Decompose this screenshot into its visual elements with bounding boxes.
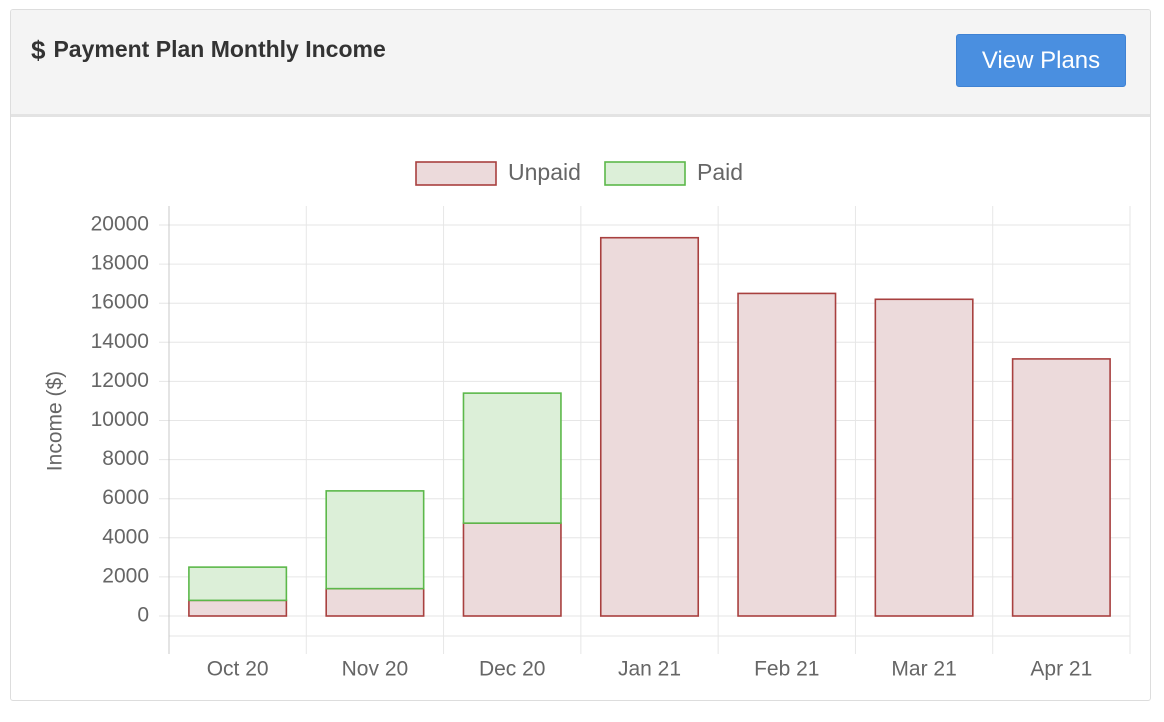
- bar-unpaid[interactable]: [599, 236, 700, 617]
- y-tick-label: 4000: [102, 525, 149, 548]
- view-plans-button[interactable]: View Plans: [956, 34, 1126, 87]
- dollar-icon: $: [31, 34, 46, 65]
- bar-unpaid[interactable]: [1011, 358, 1111, 617]
- bar-unpaid[interactable]: [325, 587, 425, 617]
- y-tick-label: 6000: [102, 486, 149, 509]
- legend: Unpaid Paid: [415, 159, 743, 186]
- x-tick-label: Dec 20: [479, 658, 546, 681]
- bar-unpaid[interactable]: [874, 298, 974, 617]
- y-tick-label: 18000: [91, 252, 149, 275]
- y-tick-label: 12000: [91, 369, 149, 392]
- x-tick-label: Jan 21: [618, 658, 681, 681]
- y-tick-label: 20000: [91, 213, 149, 236]
- y-tick-label: 16000: [91, 291, 149, 314]
- legend-label-paid[interactable]: Paid: [697, 159, 743, 185]
- bars: [188, 236, 1111, 617]
- x-tick-label: Nov 20: [342, 658, 409, 681]
- y-tick-label: 14000: [91, 330, 149, 353]
- legend-swatch-paid[interactable]: [604, 161, 686, 186]
- legend-label-unpaid[interactable]: Unpaid: [508, 159, 581, 185]
- bar-unpaid[interactable]: [462, 522, 562, 617]
- y-tick-label: 0: [137, 604, 149, 627]
- bar-unpaid[interactable]: [188, 599, 288, 617]
- y-tick-label: 8000: [102, 447, 149, 470]
- legend-swatch-unpaid[interactable]: [415, 161, 497, 186]
- axes: 0 2000 4000 6000 8000 10000 12000 14000 16000 180…: [91, 213, 1093, 681]
- x-tick-label: Feb 21: [754, 658, 819, 681]
- panel-title: $ Payment Plan Monthly Income: [31, 36, 386, 63]
- bar-paid[interactable]: [462, 392, 562, 524]
- bar-paid[interactable]: [325, 490, 425, 590]
- bar-paid[interactable]: [188, 566, 288, 602]
- x-tick-label: Mar 21: [891, 658, 956, 681]
- bar-unpaid[interactable]: [737, 292, 837, 617]
- y-tick-label: 2000: [102, 564, 149, 587]
- y-tick-label: 10000: [91, 408, 149, 431]
- x-tick-label: Oct 20: [207, 658, 269, 681]
- panel-header: $ Payment Plan Monthly Income View Plans: [11, 10, 1150, 117]
- x-tick-label: Apr 21: [1030, 658, 1092, 681]
- panel-title-text: Payment Plan Monthly Income: [53, 36, 386, 62]
- y-axis-title: Income ($): [44, 371, 67, 471]
